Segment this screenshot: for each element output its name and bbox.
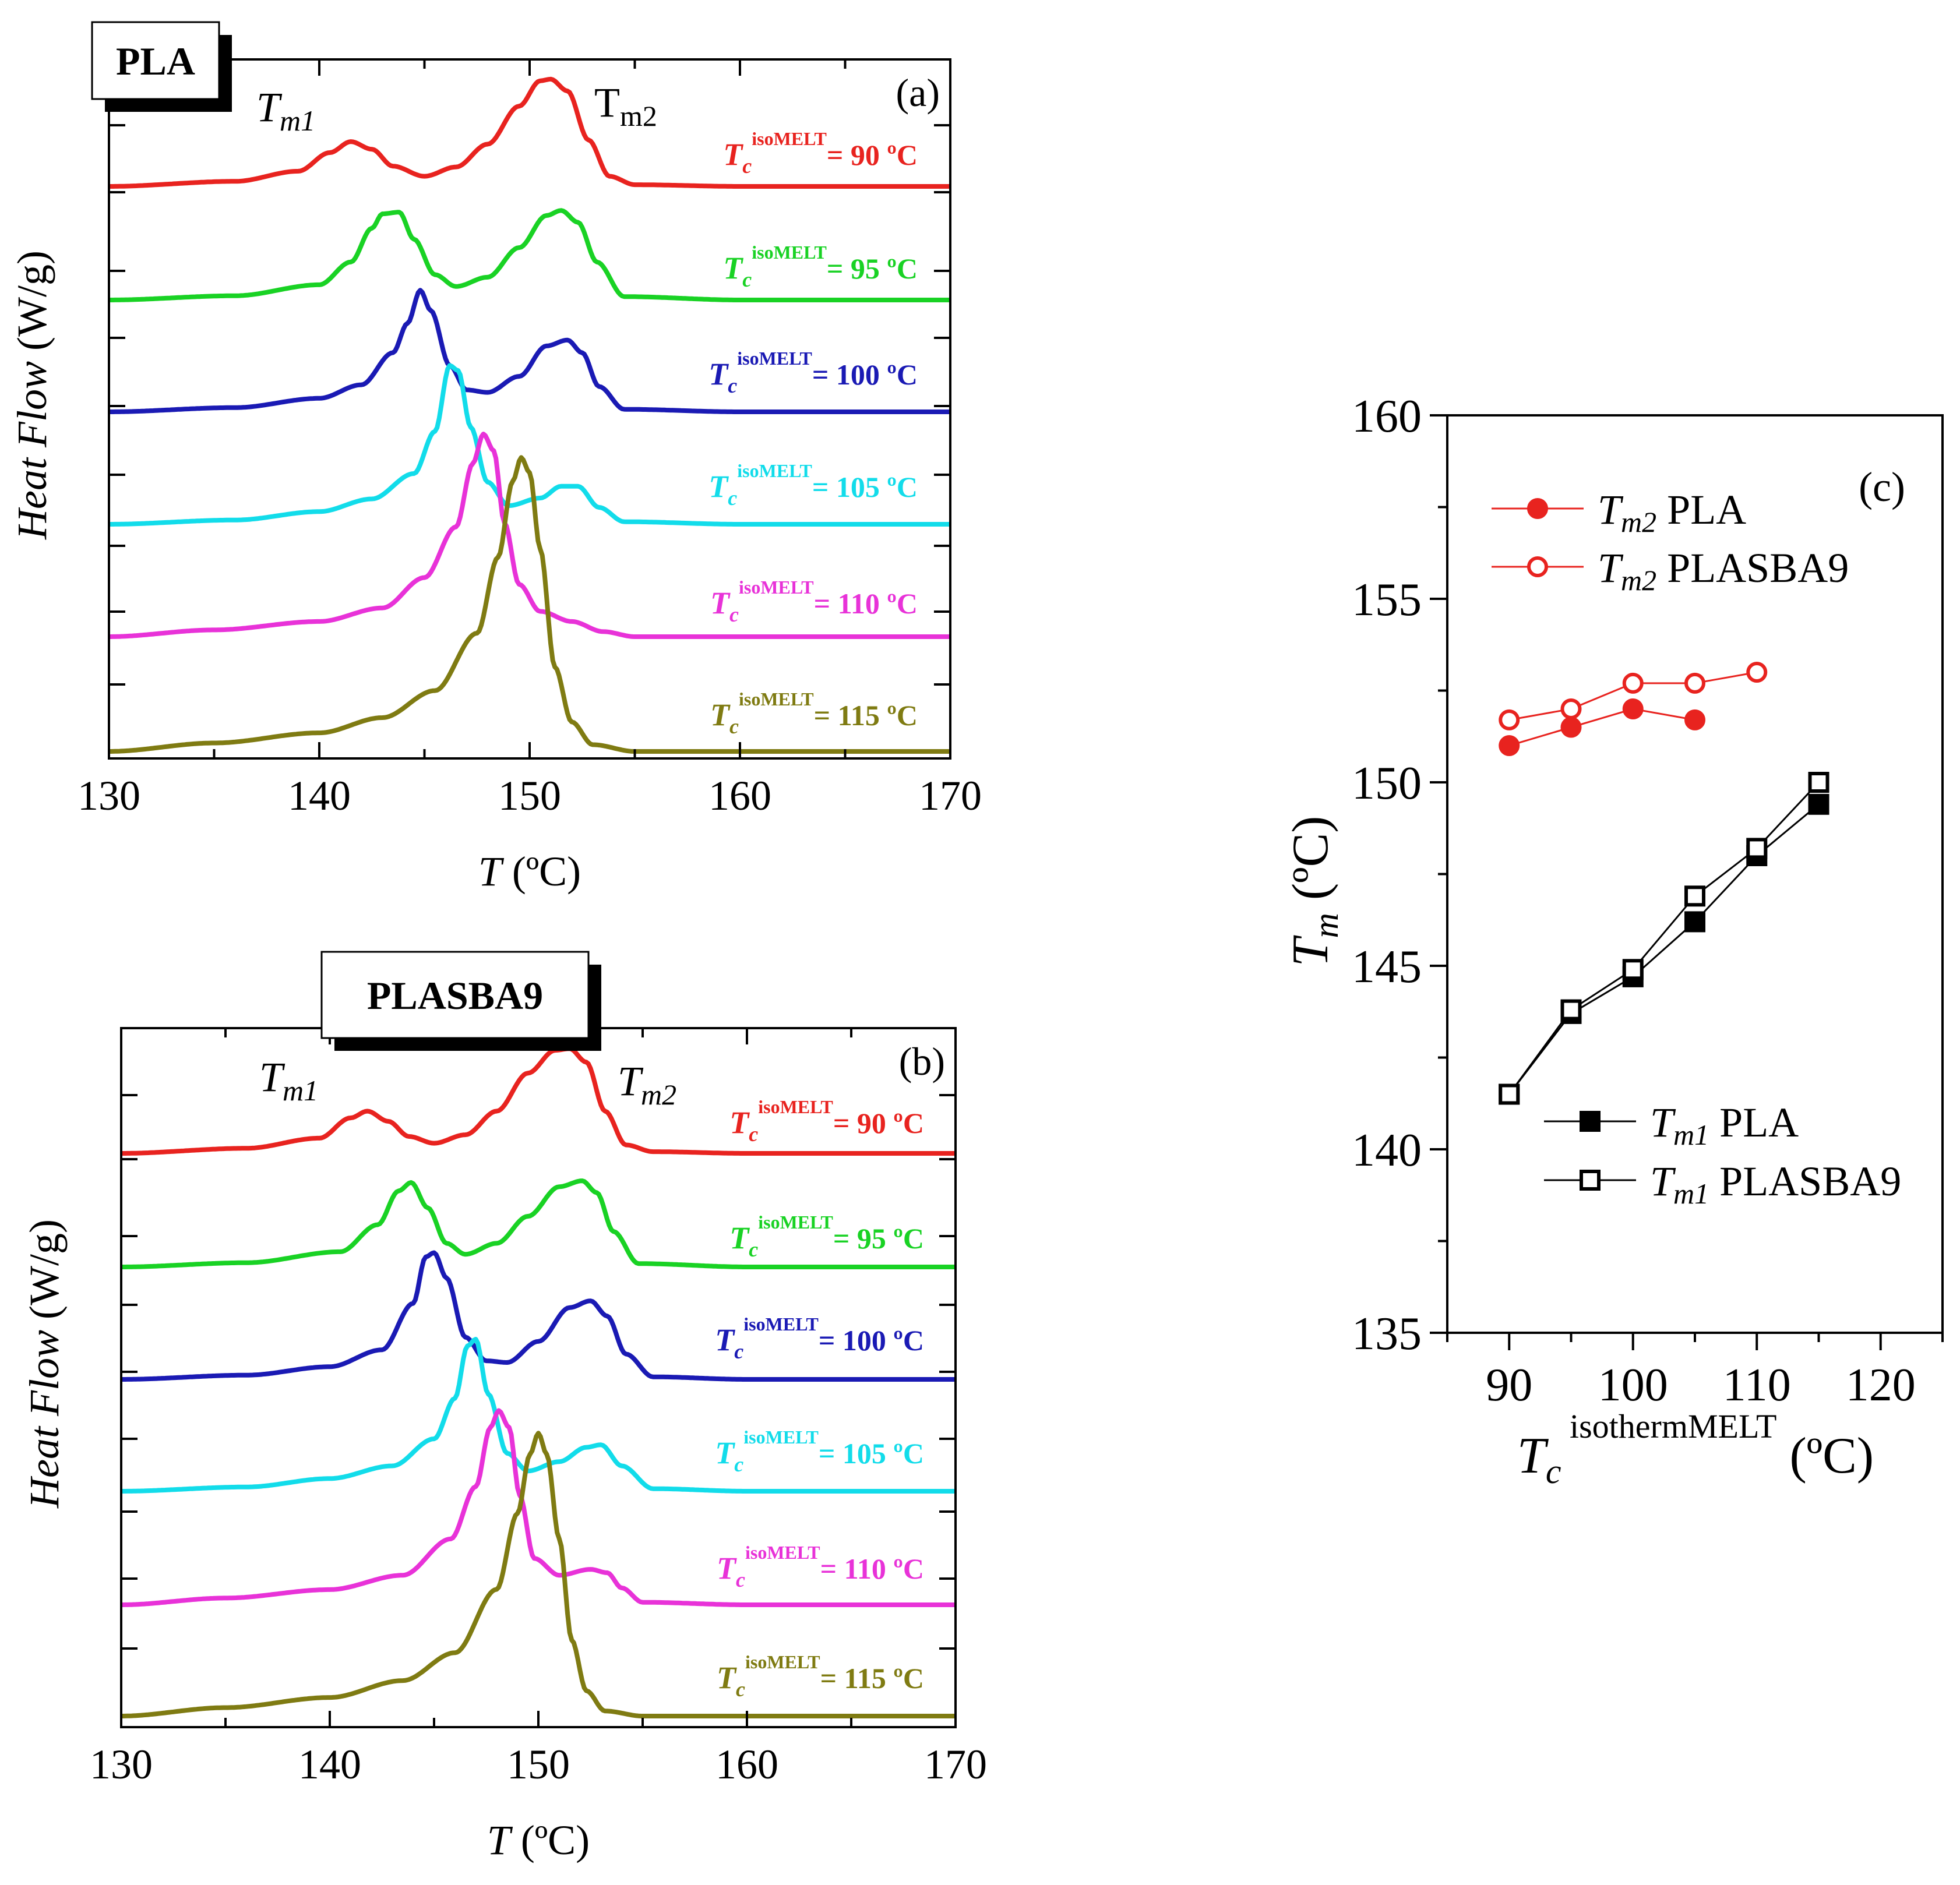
series-label-a-95: TcisoMELT= 95 ºC [723, 242, 918, 291]
point-1 [1746, 662, 1768, 683]
y-tick-label-c: 140 [1352, 1125, 1422, 1176]
legend-marker-2 [1580, 1111, 1601, 1132]
x-tick-label-b: 150 [507, 1741, 570, 1788]
point-1 [1622, 672, 1644, 694]
point-0 [1499, 735, 1520, 756]
point-2 [1684, 911, 1705, 933]
point-3 [1622, 959, 1644, 980]
trace-b-115 [121, 1431, 956, 1718]
y-tick-label-c: 150 [1352, 758, 1422, 809]
trace-a-95 [108, 208, 951, 302]
x-tick-label-c: 90 [1486, 1360, 1532, 1411]
x-tick-label-a: 160 [708, 772, 771, 819]
legend-label-0: Tm2 PLA [1598, 486, 1746, 538]
legend-marker-0 [1527, 498, 1548, 519]
trace-a-90 [108, 76, 951, 189]
y-tick-label-c: 135 [1352, 1308, 1422, 1360]
point-1 [1560, 698, 1582, 719]
panel-letter-c: (c) [1859, 464, 1905, 510]
series-label-b-100: TcisoMELT= 100 ºC [715, 1314, 924, 1363]
y-axis-label-c: Tm (ºC) [1282, 816, 1345, 967]
point-3 [1684, 885, 1705, 907]
x-tick-label-b: 160 [715, 1741, 778, 1788]
sample-label-a: PLA [116, 39, 195, 83]
x-tick-label-c: 100 [1598, 1360, 1668, 1411]
series-label-a-110: TcisoMELT= 110 ºC [710, 577, 918, 626]
legend-marker-1 [1527, 556, 1548, 577]
legend-marker-3 [1580, 1170, 1601, 1191]
x-tick-label-b: 140 [298, 1741, 361, 1788]
x-tick-label-a: 140 [288, 772, 351, 819]
y-tick-label-c: 145 [1352, 941, 1422, 993]
panel-b: TcisoMELT= 90 ºC TcisoMELT= 95 ºC TcisoMEL… [21, 951, 987, 1863]
legend-label-2: Tm1 PLA [1650, 1099, 1799, 1151]
series-line-0 [1508, 708, 1695, 747]
series-label-b-90: TcisoMELT= 90 ºC [729, 1096, 924, 1146]
x-tick-label-a: 130 [77, 772, 140, 819]
peak-label-tm2-a: Tm2 [594, 79, 657, 132]
point-3 [1499, 1083, 1520, 1105]
series-label-a-100: TcisoMELT= 100 ºC [708, 348, 918, 397]
series-label-a-115: TcisoMELT= 115 ºC [710, 689, 918, 738]
trace-b-95 [121, 1178, 956, 1269]
trace-b-90 [121, 1046, 956, 1156]
series-label-b-115: TcisoMELT= 115 ºC [717, 1651, 924, 1701]
x-axis-label-b: T (ºC) [487, 1817, 590, 1863]
panel-letter-b: (b) [899, 1039, 945, 1083]
legend-label-1: Tm2 PLASBA9 [1598, 545, 1849, 596]
panel-a: TcisoMELT= 90 ºC TcisoMELT= 95 ºC TcisoMEL… [9, 21, 982, 895]
trace-b-110 [121, 1408, 956, 1607]
trace-a-100 [108, 288, 951, 414]
point-3 [1746, 838, 1768, 859]
point-3 [1808, 772, 1829, 793]
point-2 [1808, 793, 1829, 815]
y-axis-label-b: Heat Flow (W/g) [21, 1219, 68, 1509]
series-label-a-90: TcisoMELT= 90 ºC [723, 128, 918, 178]
trace-b-105 [121, 1337, 956, 1494]
point-1 [1684, 672, 1705, 694]
peak-label-tm1-a: Tm1 [256, 84, 315, 137]
series-line-3 [1508, 781, 1820, 1095]
x-tick-label-a: 170 [919, 772, 982, 819]
series-line-2 [1508, 803, 1820, 1095]
x-tick-label-c: 120 [1846, 1360, 1916, 1411]
point-0 [1560, 716, 1582, 738]
point-0 [1684, 709, 1705, 730]
x-tick-label-b: 170 [924, 1741, 987, 1788]
y-tick-label-c: 155 [1352, 574, 1422, 626]
point-3 [1560, 999, 1582, 1021]
peak-label-tm1-b: Tm1 [259, 1054, 318, 1107]
sample-box-a [91, 21, 220, 100]
panel-letter-a: (a) [896, 70, 940, 115]
series-label-b-95: TcisoMELT= 95 ºC [729, 1212, 924, 1261]
sample-box-b [320, 951, 590, 1039]
series-label-a-105: TcisoMELT= 105 ºC [708, 460, 918, 510]
y-axis-label-a: Heat Flow (W/g) [9, 250, 55, 540]
trace-a-105 [108, 363, 951, 527]
sample-label-b: PLASBA9 [367, 973, 543, 1018]
point-1 [1499, 709, 1520, 730]
trace-a-110 [108, 432, 951, 639]
x-axis-label-a: T (ºC) [478, 848, 581, 895]
legend-label-3: Tm1 PLASBA9 [1650, 1158, 1901, 1210]
x-axis-label-c: Tc isothermMELT (ºC) [1517, 1407, 1874, 1491]
x-tick-label-c: 110 [1723, 1360, 1791, 1411]
x-tick-label-a: 150 [498, 772, 561, 819]
point-0 [1622, 698, 1644, 719]
peak-label-tm2-b: Tm2 [618, 1058, 676, 1111]
series-label-b-105: TcisoMELT= 105 ºC [715, 1427, 924, 1476]
panel-c: 90 100 110 120 135 140 145 150 155 160 Tm2 PLA Tm2 … [1282, 391, 1944, 1491]
y-tick-label-c: 160 [1352, 391, 1422, 442]
trace-b-100 [121, 1250, 956, 1382]
trace-a-115 [108, 455, 951, 754]
series-label-b-110: TcisoMELT= 110 ºC [717, 1542, 924, 1591]
x-tick-label-b: 130 [90, 1741, 153, 1788]
